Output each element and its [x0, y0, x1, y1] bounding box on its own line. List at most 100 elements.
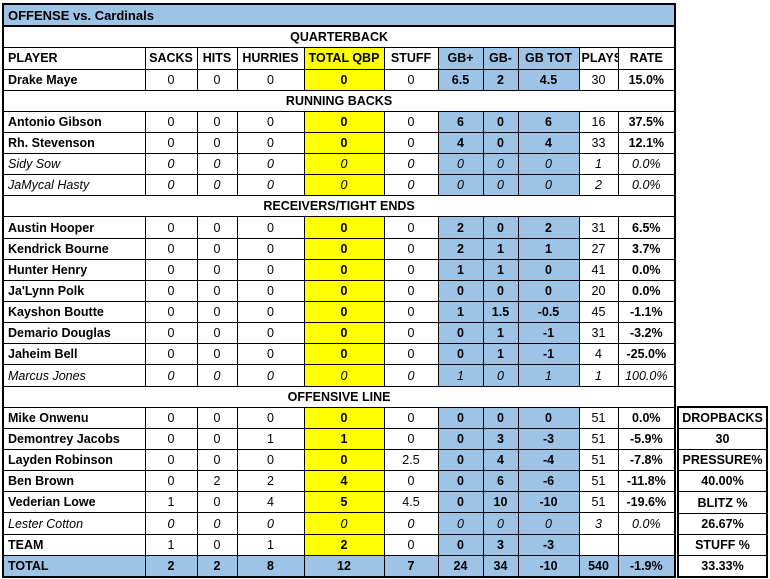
stat-cell: 0: [196, 301, 238, 324]
stat-cell: 0: [196, 343, 238, 366]
section-header-offensive-line: OFFENSIVE LINE: [2, 385, 676, 408]
stat-cell: 6.5%: [617, 216, 676, 239]
stat-cell: 1: [437, 364, 484, 387]
stat-cell: 1: [578, 364, 619, 387]
stat-cell: 6: [482, 470, 519, 493]
stat-cell: 6.5: [437, 68, 484, 91]
total-stat-cell: 34: [482, 554, 519, 578]
stat-cell: 0: [196, 279, 238, 303]
side-panel-row: 26.67%: [677, 512, 768, 535]
player-name: Demontrey Jacobs: [2, 427, 146, 451]
stat-cell: 0: [383, 258, 439, 281]
stat-cell: 0: [236, 153, 305, 176]
stat-cell: 0: [196, 512, 238, 535]
stat-cell: 0: [196, 364, 238, 387]
stat-cell: 2: [517, 216, 580, 239]
stat-cell: -25.0%: [617, 343, 676, 366]
stat-cell: 0.0%: [617, 512, 676, 535]
stat-cell: -3: [517, 427, 580, 451]
stat-cell: 0: [482, 512, 519, 535]
stat-cell: 0: [236, 68, 305, 91]
stat-cell: 4: [236, 491, 305, 514]
stat-cell: 0: [517, 174, 580, 197]
player-name: JaMycal Hasty: [2, 174, 146, 197]
stat-cell: -11.8%: [617, 470, 676, 493]
stat-cell: 3.7%: [617, 237, 676, 260]
stat-cell: 0: [383, 533, 439, 556]
player-name: Mike Onwenu: [2, 406, 146, 429]
stat-cell: 0: [303, 174, 385, 197]
stat-cell: 10: [482, 491, 519, 514]
stat-cell: 0: [144, 68, 198, 91]
side-panel-cell: 40.00%: [677, 470, 768, 493]
stat-cell: 2: [196, 470, 238, 493]
stat-cell: 0: [437, 343, 484, 366]
stat-cell: 0: [236, 322, 305, 345]
stat-cell: 0: [196, 174, 238, 197]
player-row: Demontrey Jacobs 0 0 1 1 0 0 3 -3 51 -5.9%: [2, 427, 676, 451]
side-panel-cell: 33.33%: [677, 554, 768, 578]
stat-cell: 0: [517, 279, 580, 303]
section-header-row: RECEIVERS/TIGHT ENDS: [2, 195, 676, 218]
stat-cell: 0: [303, 322, 385, 345]
stat-cell: 0: [383, 512, 439, 535]
side-panel-cell: 30: [677, 428, 768, 451]
player-row: Vederian Lowe 1 0 4 5 4.5 0 10 -10 51 -19.6%: [2, 491, 676, 514]
stat-cell: 0: [303, 237, 385, 260]
stat-cell: 0: [196, 533, 238, 556]
player-row: TEAM 1 0 1 2 0 0 3 -3: [2, 533, 676, 556]
stat-cell: 0: [482, 279, 519, 303]
player-row: Demario Douglas 0 0 0 0 0 0 1 -1 31 -3.2%: [2, 322, 676, 345]
player-row: Drake Maye 0 0 0 0 0 6.5 2 4.5 30 15.0%: [2, 68, 676, 91]
stat-cell: 0: [196, 258, 238, 281]
player-row: Hunter Henry 0 0 0 0 0 1 1 0 41 0.0%: [2, 258, 676, 281]
stat-cell: 0: [144, 406, 198, 429]
stat-cell: -1: [517, 343, 580, 366]
stat-cell: 0: [482, 174, 519, 197]
player-row: Antonio Gibson 0 0 0 0 0 6 0 6 16 37.5%: [2, 110, 676, 133]
stat-cell: -1.1%: [617, 301, 676, 324]
stat-cell: 0: [303, 68, 385, 91]
stat-cell: -3.2%: [617, 322, 676, 345]
stat-cell: 0: [236, 110, 305, 133]
table-title: OFFENSE vs. Cardinals: [2, 3, 676, 28]
side-panel-row: STUFF %: [677, 533, 768, 556]
player-row: Ja'Lynn Polk 0 0 0 0 0 0 0 0 20 0.0%: [2, 279, 676, 303]
player-name: Kayshon Boutte: [2, 301, 146, 324]
summary-side-panel: DROPBACKS 30 PRESSURE% 40.00% BLITZ % 26.67% S…: [677, 406, 768, 578]
player-row: Kayshon Boutte 0 0 0 0 0 1 1.5 -0.5 45 -1.1%: [2, 301, 676, 324]
stat-cell: 0: [482, 131, 519, 155]
stat-cell: 0: [144, 110, 198, 133]
stat-cell: 0: [383, 153, 439, 176]
side-panel-row: DROPBACKS: [677, 406, 768, 430]
stat-cell: 0: [236, 131, 305, 155]
stat-cell: 37.5%: [617, 110, 676, 133]
total-stat-cell: -1.9%: [617, 554, 676, 578]
stat-cell: 1: [236, 533, 305, 556]
stat-cell: 0: [383, 301, 439, 324]
total-stat-cell: 2: [196, 554, 238, 578]
stat-cell: 0: [482, 110, 519, 133]
stat-cell: 0: [303, 216, 385, 239]
player-row: Ben Brown 0 2 2 4 0 0 6 -6 51 -11.8%: [2, 470, 676, 493]
stat-cell: 5: [303, 491, 385, 514]
player-name: Kendrick Bourne: [2, 237, 146, 260]
side-panel-row: 30: [677, 428, 768, 451]
stat-cell: 0: [144, 216, 198, 239]
stat-cell: 51: [578, 427, 619, 451]
total-stat-cell: 7: [383, 554, 439, 578]
stat-cell: 0.0%: [617, 153, 676, 176]
stat-cell: 4.5: [517, 68, 580, 91]
stat-cell: 1: [437, 258, 484, 281]
stat-cell: 1: [144, 491, 198, 514]
stat-cell: 3: [482, 427, 519, 451]
stat-cell: 0: [196, 216, 238, 239]
stat-cell: -6: [517, 470, 580, 493]
player-row: JaMycal Hasty 0 0 0 0 0 0 0 0 2 0.0%: [2, 174, 676, 197]
stat-cell: 0: [144, 279, 198, 303]
stat-cell: [578, 533, 619, 556]
section-header-row: QUARTERBACK: [2, 25, 676, 49]
column-header-sacks: SACKS: [144, 47, 198, 70]
stat-cell: 1: [482, 237, 519, 260]
stat-cell: 0: [303, 449, 385, 472]
